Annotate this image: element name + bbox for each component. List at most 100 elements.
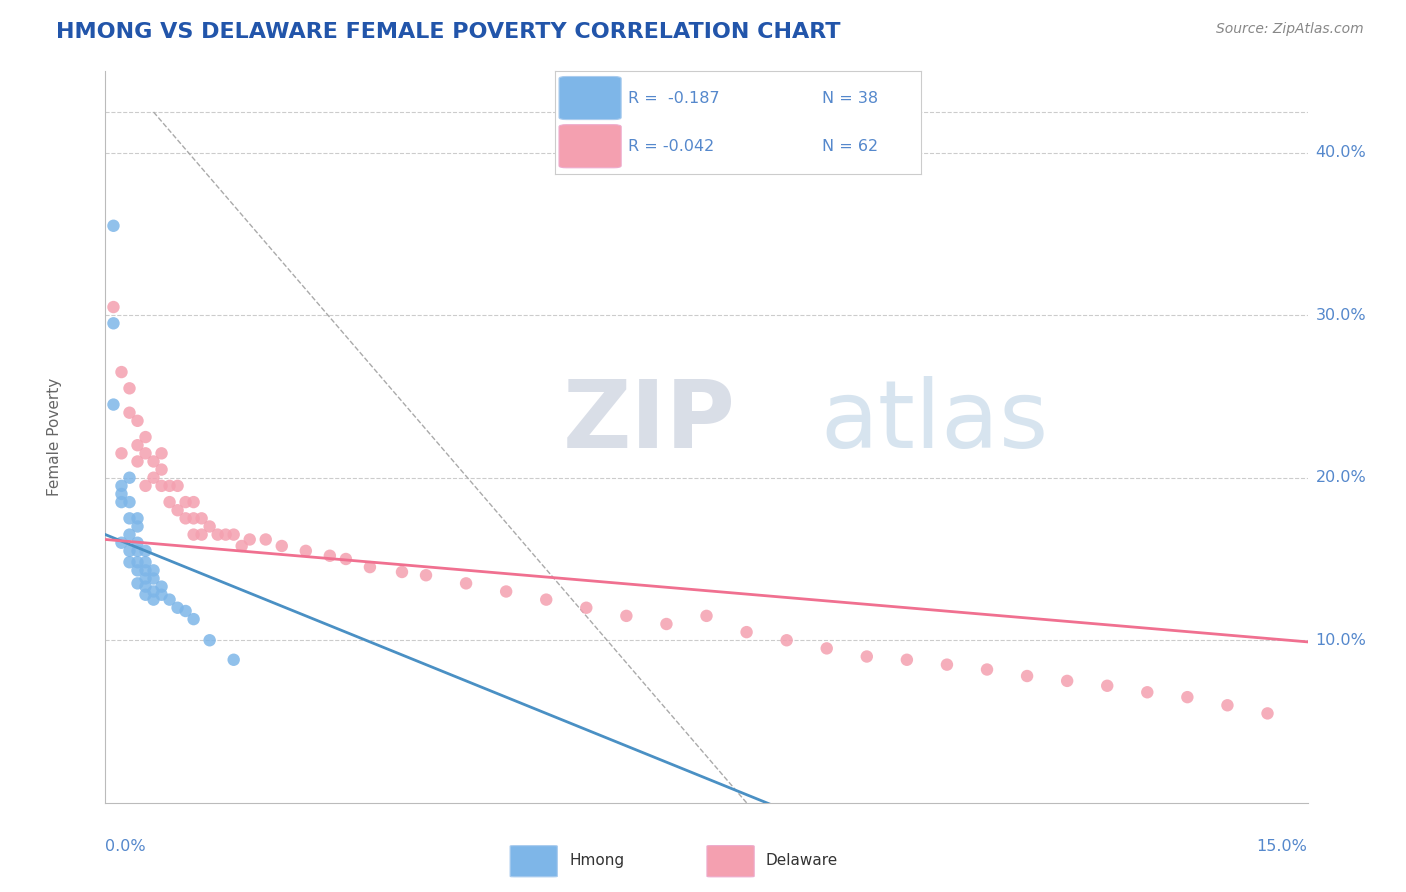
Text: N = 38: N = 38: [823, 90, 879, 105]
Point: [118, 527, 141, 541]
Point: [1136, 685, 1159, 699]
Point: [174, 604, 197, 618]
Point: [1177, 690, 1199, 705]
Point: [110, 365, 132, 379]
Point: [127, 519, 149, 533]
Point: [231, 539, 253, 553]
Point: [142, 471, 165, 485]
Point: [118, 544, 141, 558]
Text: atlas: atlas: [821, 376, 1049, 468]
Point: [142, 572, 165, 586]
Point: [142, 584, 165, 599]
Point: [127, 544, 149, 558]
Point: [1257, 706, 1279, 721]
Text: ZIP: ZIP: [562, 376, 735, 468]
Point: [150, 580, 173, 594]
Text: Source: ZipAtlas.com: Source: ZipAtlas.com: [1216, 22, 1364, 37]
Point: [696, 608, 718, 623]
Point: [976, 663, 998, 677]
Point: [166, 503, 188, 517]
Point: [118, 381, 141, 395]
Text: Delaware: Delaware: [766, 854, 838, 868]
Point: [135, 479, 157, 493]
Point: [183, 495, 205, 509]
Point: [198, 519, 221, 533]
Point: [254, 533, 277, 547]
Text: 15.0%: 15.0%: [1257, 838, 1308, 854]
Point: [135, 580, 157, 594]
FancyBboxPatch shape: [707, 846, 754, 877]
Point: [174, 511, 197, 525]
Point: [135, 563, 157, 577]
Text: Hmong: Hmong: [569, 854, 624, 868]
Text: HMONG VS DELAWARE FEMALE POVERTY CORRELATION CHART: HMONG VS DELAWARE FEMALE POVERTY CORRELA…: [56, 22, 841, 42]
Point: [190, 511, 212, 525]
Text: N = 62: N = 62: [823, 139, 879, 153]
Point: [118, 555, 141, 569]
Point: [295, 544, 318, 558]
Text: 20.0%: 20.0%: [1316, 470, 1367, 485]
Point: [127, 576, 149, 591]
Point: [214, 527, 236, 541]
Point: [110, 479, 132, 493]
Point: [222, 653, 245, 667]
Point: [127, 414, 149, 428]
Point: [239, 533, 262, 547]
Point: [495, 584, 517, 599]
Point: [319, 549, 342, 563]
Point: [110, 487, 132, 501]
Point: [207, 527, 229, 541]
Point: [150, 462, 173, 476]
Text: R =  -0.187: R = -0.187: [628, 90, 720, 105]
Point: [110, 535, 132, 549]
Point: [110, 495, 132, 509]
Point: [575, 600, 598, 615]
Point: [270, 539, 292, 553]
Point: [222, 527, 245, 541]
Point: [616, 608, 638, 623]
Point: [534, 592, 557, 607]
Point: [135, 572, 157, 586]
Point: [150, 479, 173, 493]
Point: [190, 527, 212, 541]
Point: [150, 446, 173, 460]
Point: [855, 649, 877, 664]
Point: [183, 527, 205, 541]
Point: [183, 612, 205, 626]
Point: [127, 454, 149, 468]
Point: [103, 398, 125, 412]
Point: [159, 495, 181, 509]
Point: [166, 600, 188, 615]
Point: [103, 300, 125, 314]
Point: [127, 563, 149, 577]
Point: [391, 565, 413, 579]
Point: [118, 471, 141, 485]
Point: [183, 511, 205, 525]
Point: [127, 438, 149, 452]
Point: [142, 592, 165, 607]
FancyBboxPatch shape: [560, 125, 621, 168]
Point: [1017, 669, 1039, 683]
Point: [1097, 679, 1119, 693]
Point: [135, 555, 157, 569]
Point: [118, 511, 141, 525]
Point: [103, 219, 125, 233]
Text: R = -0.042: R = -0.042: [628, 139, 714, 153]
Text: 40.0%: 40.0%: [1316, 145, 1367, 161]
Point: [166, 479, 188, 493]
Text: 10.0%: 10.0%: [1316, 632, 1367, 648]
Point: [150, 588, 173, 602]
Point: [896, 653, 918, 667]
Point: [159, 592, 181, 607]
Text: 0.0%: 0.0%: [105, 838, 146, 854]
Point: [174, 495, 197, 509]
Point: [454, 576, 477, 591]
Point: [135, 430, 157, 444]
Point: [118, 406, 141, 420]
Point: [359, 560, 381, 574]
Point: [142, 563, 165, 577]
Point: [415, 568, 437, 582]
Point: [135, 446, 157, 460]
Point: [110, 446, 132, 460]
FancyBboxPatch shape: [510, 846, 557, 877]
